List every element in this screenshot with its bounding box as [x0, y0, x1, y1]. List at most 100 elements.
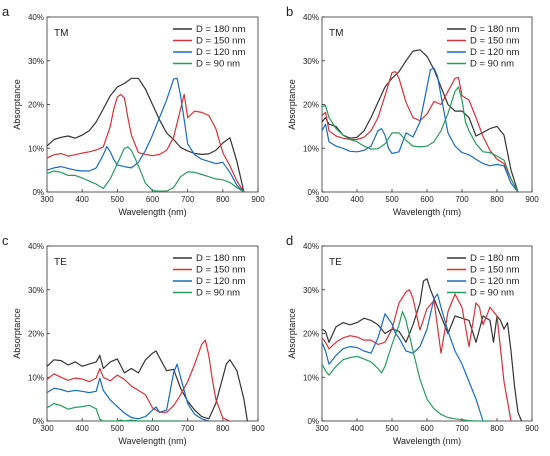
- y-tick-label: 20%: [28, 330, 44, 339]
- x-tick-label: 300: [40, 195, 54, 204]
- series-line-2: [321, 289, 512, 422]
- x-tick-label: 600: [146, 195, 160, 204]
- x-axis-label: Wavelength (nm): [118, 436, 186, 446]
- y-axis-label: Absorptance: [12, 79, 22, 130]
- y-tick-label: 10%: [303, 373, 319, 382]
- panel-letter-b: b: [286, 4, 293, 19]
- x-tick-label: 400: [75, 195, 89, 204]
- series-line-2: [321, 71, 519, 193]
- series-line-1: [46, 350, 248, 422]
- x-tick-label: 500: [385, 424, 399, 433]
- x-tick-label: 400: [350, 195, 364, 204]
- x-axis-label: Wavelength (nm): [393, 207, 461, 217]
- x-tick-label: 800: [216, 424, 230, 433]
- mode-label: TM: [329, 28, 343, 39]
- x-tick-label: 300: [315, 195, 329, 204]
- legend-label-1: D = 180 nm: [470, 253, 519, 264]
- y-tick-label: 0%: [307, 188, 319, 197]
- series-line-1: [321, 278, 523, 422]
- x-tick-label: 500: [111, 424, 125, 433]
- legend-label-1: D = 180 nm: [196, 253, 245, 264]
- x-tick-label: 600: [420, 195, 434, 204]
- panel-c: c 300 400 500 600 700 800 900 0% 10% 20% 30% 40% Wave…: [2, 233, 265, 446]
- legend-label-4: D = 90 nm: [470, 59, 514, 70]
- x-axis-label: Wavelength (nm): [118, 207, 186, 217]
- y-tick-label: 10%: [303, 144, 319, 153]
- y-tick-label: 40%: [28, 13, 44, 22]
- x-tick-label: 600: [146, 424, 160, 433]
- y-tick-label: 30%: [303, 286, 319, 295]
- legend-label-1: D = 180 nm: [470, 24, 519, 35]
- y-tick-label: 40%: [303, 242, 319, 251]
- y-tick-label: 30%: [28, 286, 44, 295]
- legend-label-2: D = 150 nm: [470, 265, 519, 276]
- x-tick-label: 800: [490, 195, 504, 204]
- series-line-4: [321, 86, 519, 193]
- y-tick-label: 20%: [28, 101, 44, 110]
- x-axis-label: Wavelength (nm): [393, 436, 461, 446]
- legend-label-3: D = 120 nm: [470, 47, 519, 58]
- x-tick-label: 300: [315, 424, 329, 433]
- y-tick-label: 10%: [28, 144, 44, 153]
- legend-label-1: D = 180 nm: [196, 24, 245, 35]
- x-tick-label: 700: [455, 195, 469, 204]
- panel-a: a 300 400 500 600 700 800 900 0% 10% 20% 30% 40% Wave…: [2, 4, 265, 217]
- series-line-3: [321, 293, 484, 422]
- panel-letter-a: a: [2, 4, 10, 19]
- series-line-3: [46, 363, 209, 422]
- y-tick-label: 30%: [303, 57, 319, 66]
- x-tick-label: 800: [490, 424, 504, 433]
- x-tick-label: 600: [420, 424, 434, 433]
- x-tick-label: 800: [216, 195, 230, 204]
- legend-label-2: D = 150 nm: [196, 265, 245, 276]
- legend-label-4: D = 90 nm: [196, 59, 240, 70]
- x-tick-label: 900: [251, 195, 265, 204]
- legend-label-2: D = 150 nm: [196, 36, 245, 47]
- y-tick-label: 0%: [32, 417, 44, 426]
- y-tick-label: 30%: [28, 57, 44, 66]
- x-tick-label: 700: [455, 424, 469, 433]
- panel-letter-c: c: [2, 233, 9, 248]
- legend-label-3: D = 120 nm: [196, 47, 245, 58]
- legend-label-4: D = 90 nm: [196, 288, 240, 299]
- series-line-3: [321, 67, 519, 193]
- x-tick-label: 400: [350, 424, 364, 433]
- series-line-2: [46, 339, 231, 422]
- series-line-4: [46, 402, 181, 422]
- y-tick-label: 10%: [28, 373, 44, 382]
- legend-label-4: D = 90 nm: [470, 288, 514, 299]
- y-tick-label: 20%: [303, 330, 319, 339]
- mode-label: TE: [329, 257, 342, 268]
- legend-label-3: D = 120 nm: [470, 276, 519, 287]
- x-tick-label: 400: [75, 424, 89, 433]
- y-tick-label: 0%: [32, 188, 44, 197]
- series-line-1: [321, 49, 519, 193]
- y-tick-label: 20%: [303, 101, 319, 110]
- mode-label: TE: [54, 257, 67, 268]
- y-tick-label: 0%: [307, 417, 319, 426]
- y-axis-label: Absorptance: [287, 308, 297, 359]
- series-line-3: [46, 77, 245, 193]
- y-tick-label: 40%: [303, 13, 319, 22]
- x-tick-label: 300: [40, 424, 54, 433]
- x-tick-label: 500: [111, 195, 125, 204]
- panel-letter-d: d: [286, 233, 293, 248]
- panel-d: d 300 400 500 600 700 800 900 0% 10% 20% 30% 40% Wave…: [286, 233, 539, 446]
- panel-b: b 300 400 500 600 700 800 900 0% 10% 20% 30% 40% Wave…: [286, 4, 539, 217]
- legend-label-2: D = 150 nm: [470, 36, 519, 47]
- series-line-1: [46, 77, 245, 193]
- y-axis-label: Absorptance: [287, 79, 297, 130]
- y-axis-label: Absorptance: [12, 308, 22, 359]
- mode-label: TM: [54, 28, 68, 39]
- x-tick-label: 900: [525, 195, 539, 204]
- x-tick-label: 700: [181, 424, 195, 433]
- series-line-4: [321, 311, 490, 422]
- series-line-4: [46, 146, 245, 193]
- x-tick-label: 700: [181, 195, 195, 204]
- y-tick-label: 40%: [28, 242, 44, 251]
- x-tick-label: 500: [385, 195, 399, 204]
- series-line-2: [46, 93, 245, 193]
- x-tick-label: 900: [525, 424, 539, 433]
- x-tick-label: 900: [251, 424, 265, 433]
